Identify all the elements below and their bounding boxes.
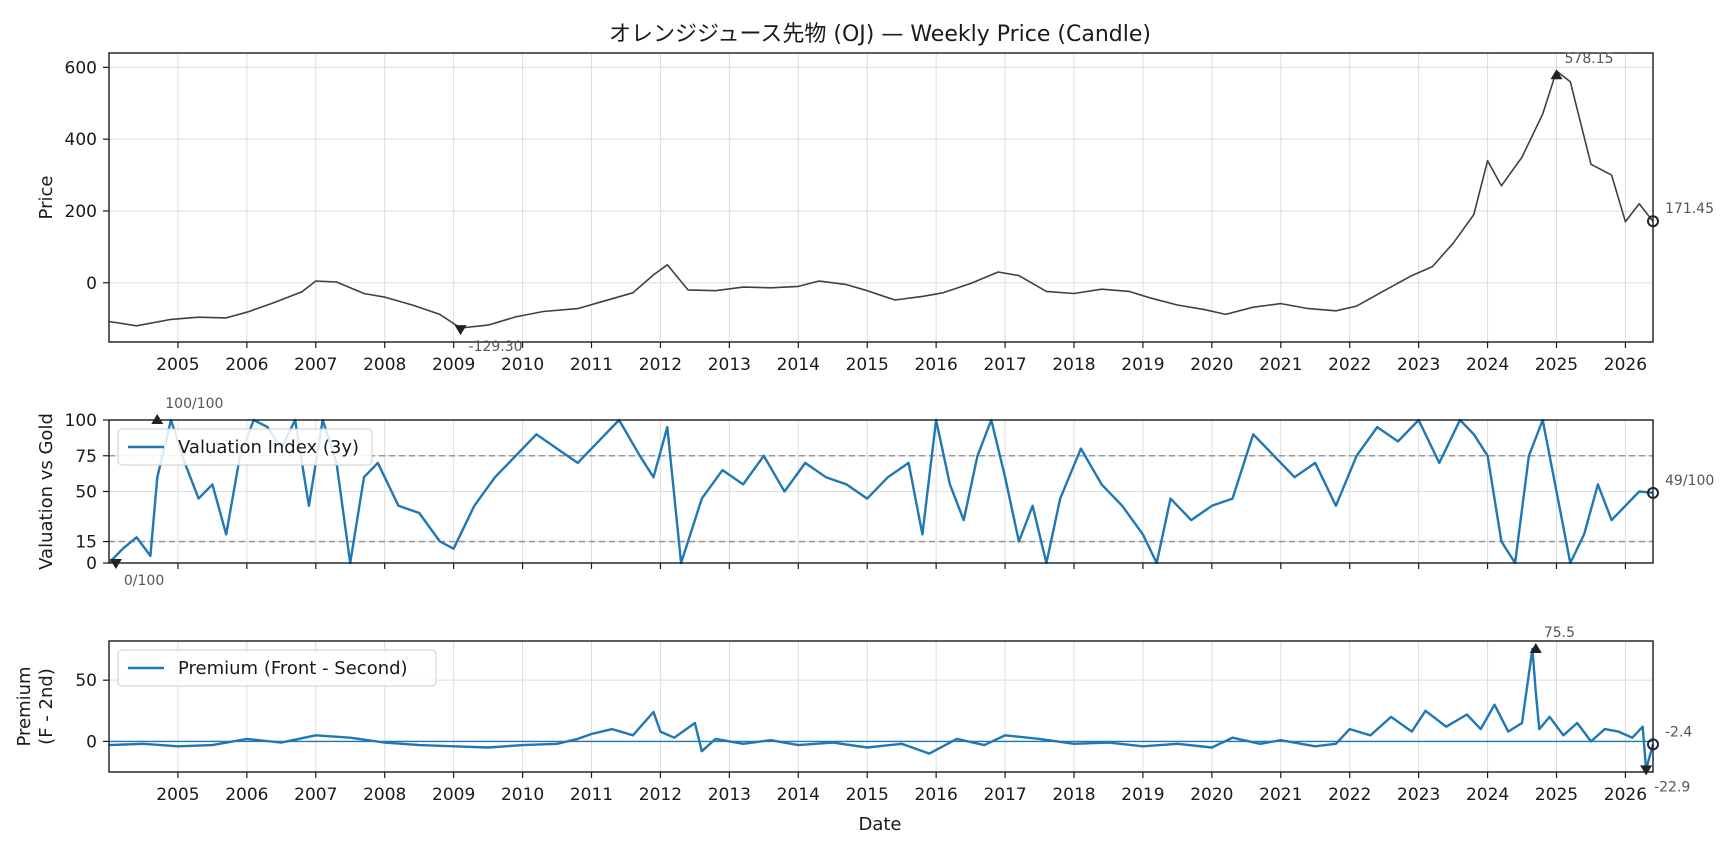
max-label: 578.15 [1565,51,1614,67]
min-label: -22.9 [1654,779,1690,795]
valuation-panel: 015 50 75 100 Valuation vs Gold 100/100 0/100 4… [36,396,1714,589]
y-axis-label: Valuation vs Gold [36,413,57,570]
x-tick-label: 2017 [983,355,1026,375]
x-tick-label: 2024 [1466,785,1509,805]
x-tick-label: 2020 [1190,355,1233,375]
last-value-label: 171.45 [1665,201,1714,217]
min-marker [109,559,122,569]
series-line [108,647,1655,771]
x-tick-label: 2019 [1121,355,1164,375]
x-tick-label: 2023 [1397,785,1440,805]
x-tick-label: 2012 [639,355,682,375]
y-tick-label: 100 [65,411,97,431]
x-tick-label: 2015 [846,785,889,805]
y-tick-label: 400 [65,130,97,150]
x-tick-label: 2011 [570,785,613,805]
last-marker [1647,738,1659,751]
max-marker [151,414,164,424]
legend-label: Premium (Front - Second) [178,658,408,679]
plot-frame [108,640,1654,773]
y-tick-label: 50 [75,671,97,691]
x-tick-label: 2024 [1466,355,1509,375]
x-tick-label: 2011 [570,355,613,375]
x-tick-label: 2008 [363,785,406,805]
min-label: -129.30 [469,339,523,355]
y-axis-label: Premium [14,666,35,746]
x-tick-label: 2006 [225,785,268,805]
x-tick-label: 2026 [1604,355,1647,375]
y-tick-label: 600 [65,58,97,78]
legend-label: Valuation Index (3y) [178,437,359,458]
premium-panel: 0 50 2005 2006 2007 2008 2009 2010 2011 2012 2013 2… [14,625,1692,805]
x-tick-label: 2015 [846,355,889,375]
x-tick-label: 2018 [1052,355,1095,375]
x-tick-label: 2010 [501,785,544,805]
x-tick-label: 2007 [294,785,337,805]
x-tick-label: 2010 [501,355,544,375]
x-tick-label: 2006 [225,355,268,375]
price-panel: 0 200 400 600 2005 2006 2007 2008 2009 2010 2011 20… [36,51,1714,375]
max-marker [1529,642,1542,653]
x-tick-label: 2019 [1121,785,1164,805]
x-tick-label: 2013 [708,785,751,805]
max-marker [1550,69,1563,80]
last-value-label: 49/100 [1665,473,1714,489]
x-tick-label: 2023 [1397,355,1440,375]
x-tick-label: 2025 [1535,785,1578,805]
y-axis-label: (F - 2nd) [36,668,57,745]
legend-box [117,649,437,687]
y-tick-label: 75 [75,447,97,467]
x-tick-label: 2008 [363,355,406,375]
x-tick-label: 2013 [708,355,751,375]
x-tick-label: 2017 [983,785,1026,805]
x-tick-label: 2014 [777,785,820,805]
series-line [108,418,1654,565]
y-tick-label: 0 [86,732,97,752]
x-tick-label: 2022 [1328,355,1371,375]
x-axis-label: Date [858,814,901,835]
y-tick-label: 15 [75,533,97,553]
x-tick-label: 2020 [1190,785,1233,805]
y-tick-label: 0 [86,554,97,574]
last-value-label: -2.4 [1665,724,1692,740]
min-marker [1640,765,1653,776]
x-tick-label: 2021 [1259,355,1302,375]
x-tick-label: 2009 [432,785,475,805]
max-label: 100/100 [165,396,223,412]
min-marker [454,325,467,336]
x-tick-label: 2018 [1052,785,1095,805]
series-line [108,70,1654,329]
x-tick-label: 2026 [1604,785,1647,805]
x-tick-label: 2016 [915,785,958,805]
x-tick-label: 2016 [915,355,958,375]
last-marker [1647,486,1659,499]
x-tick-label: 2005 [156,355,199,375]
x-tick-label: 2005 [156,785,199,805]
x-tick-label: 2014 [777,355,820,375]
chart-title: オレンジジュース先物 (OJ) — Weekly Price (Candle) [609,22,1151,47]
plot-frame [108,52,1654,343]
y-tick-label: 0 [86,274,97,294]
x-tick-label: 2022 [1328,785,1371,805]
x-tick-label: 2021 [1259,785,1302,805]
x-tick-label: 2012 [639,785,682,805]
x-tick-label: 2025 [1535,355,1578,375]
last-marker [1647,215,1659,228]
y-tick-label: 50 [75,483,97,503]
min-label: 0/100 [124,573,164,589]
y-axis-label: Price [36,176,57,220]
x-tick-label: 2009 [432,355,475,375]
y-tick-label: 200 [65,202,97,222]
x-tick-label: 2007 [294,355,337,375]
legend-box [117,428,373,466]
max-label: 75.5 [1544,625,1575,641]
